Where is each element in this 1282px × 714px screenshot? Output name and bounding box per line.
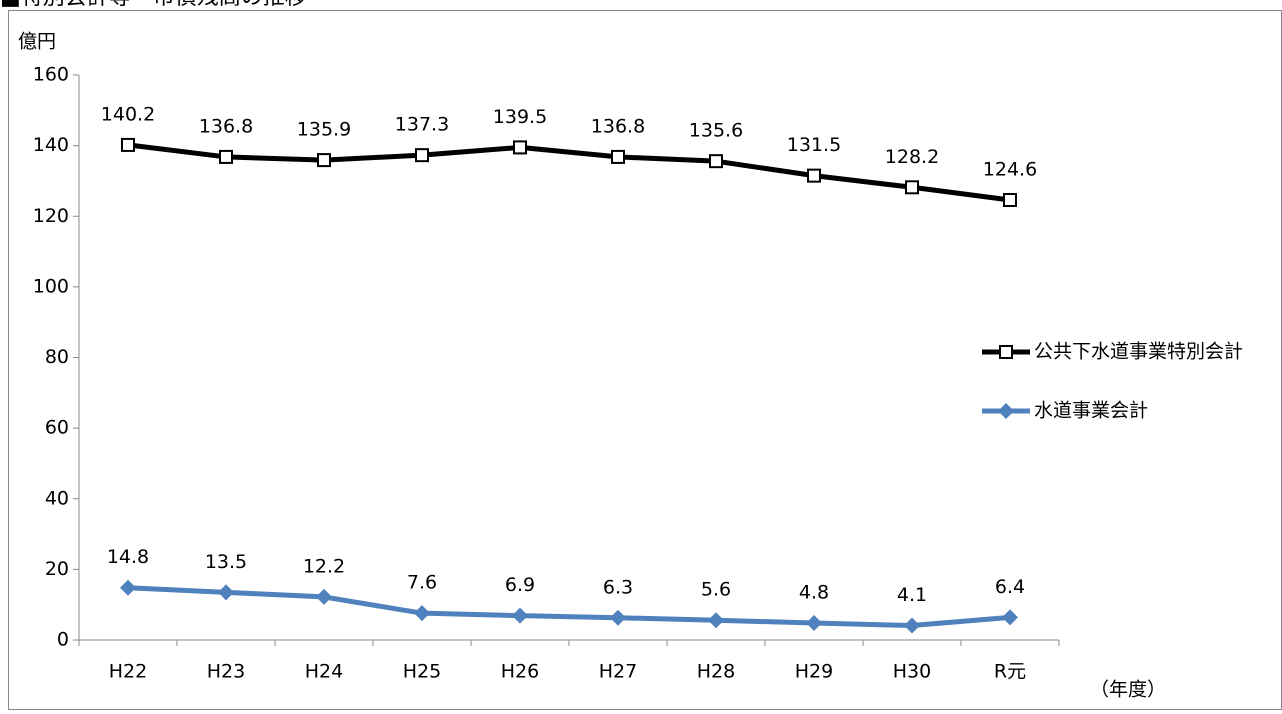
data-point (1002, 609, 1018, 626)
data-label: 4.8 (799, 582, 829, 604)
data-label: 137.3 (395, 114, 449, 136)
data-point (610, 609, 626, 626)
legend-marker (999, 345, 1013, 359)
y-tick-label: 60 (45, 417, 69, 439)
y-tick-label: 40 (45, 487, 69, 509)
legend-marker (998, 403, 1014, 419)
series-line (127, 585, 1011, 629)
y-tick-label: 160 (33, 64, 69, 86)
data-label: 13.5 (205, 551, 247, 573)
data-label: 7.6 (407, 572, 437, 594)
data-label: 136.8 (591, 115, 645, 137)
y-tick-label: 120 (33, 205, 69, 227)
data-point (218, 584, 234, 601)
data-label: 131.5 (787, 134, 841, 156)
x-tick-label: H27 (599, 661, 637, 683)
data-label: 136.8 (199, 115, 253, 137)
data-label: 4.1 (897, 584, 927, 606)
x-tick-label: H24 (305, 661, 343, 683)
data-point (219, 149, 233, 164)
chart-title: ■特別会計等 市債残高の推移 (0, 0, 307, 10)
x-tick-label: H28 (697, 661, 735, 683)
data-label: 135.6 (689, 120, 743, 142)
data-label: 12.2 (303, 555, 345, 577)
x-tick-label: R元 (994, 661, 1026, 683)
data-point (905, 180, 919, 195)
legend-label: 公共下水道事業特別会計 (1034, 341, 1243, 363)
x-tick-label: H25 (403, 661, 441, 683)
data-label: 139.5 (493, 106, 547, 128)
data-label: 124.6 (983, 159, 1037, 181)
y-axis-label: 億円 (18, 31, 56, 53)
data-point (512, 607, 528, 624)
data-label: 135.9 (297, 119, 351, 141)
data-point (414, 605, 430, 622)
data-point (806, 615, 822, 632)
y-tick-label: 0 (57, 629, 69, 651)
x-tick-label: H29 (795, 661, 833, 683)
data-label: 128.2 (885, 146, 939, 168)
x-tick-label: H22 (109, 661, 147, 683)
data-point (121, 137, 135, 152)
data-point (611, 149, 625, 164)
data-point (807, 168, 821, 183)
data-point (1003, 193, 1017, 208)
x-tick-label: H26 (501, 661, 539, 683)
legend-label: 水道事業会計 (1034, 400, 1148, 422)
data-point (317, 153, 331, 168)
data-label: 140.2 (101, 103, 155, 125)
x-tick-label: H30 (893, 661, 931, 683)
data-point (904, 617, 920, 634)
data-label: 6.4 (995, 576, 1025, 598)
data-point (120, 579, 136, 596)
data-label: 14.8 (107, 546, 149, 568)
data-label: 5.6 (701, 579, 731, 601)
data-point (708, 612, 724, 629)
y-tick-label: 140 (33, 134, 69, 156)
x-tick-label: H23 (207, 661, 245, 683)
x-axis-label: （年度） (1090, 679, 1166, 701)
data-point (316, 588, 332, 605)
data-label: 6.3 (603, 576, 633, 598)
y-tick-label: 20 (45, 558, 69, 580)
data-point (415, 148, 429, 163)
y-tick-label: 100 (33, 275, 69, 297)
data-point (709, 154, 723, 169)
series-line (127, 142, 1011, 203)
data-point (513, 140, 527, 155)
data-label: 6.9 (505, 574, 535, 596)
y-tick-label: 80 (45, 346, 69, 368)
